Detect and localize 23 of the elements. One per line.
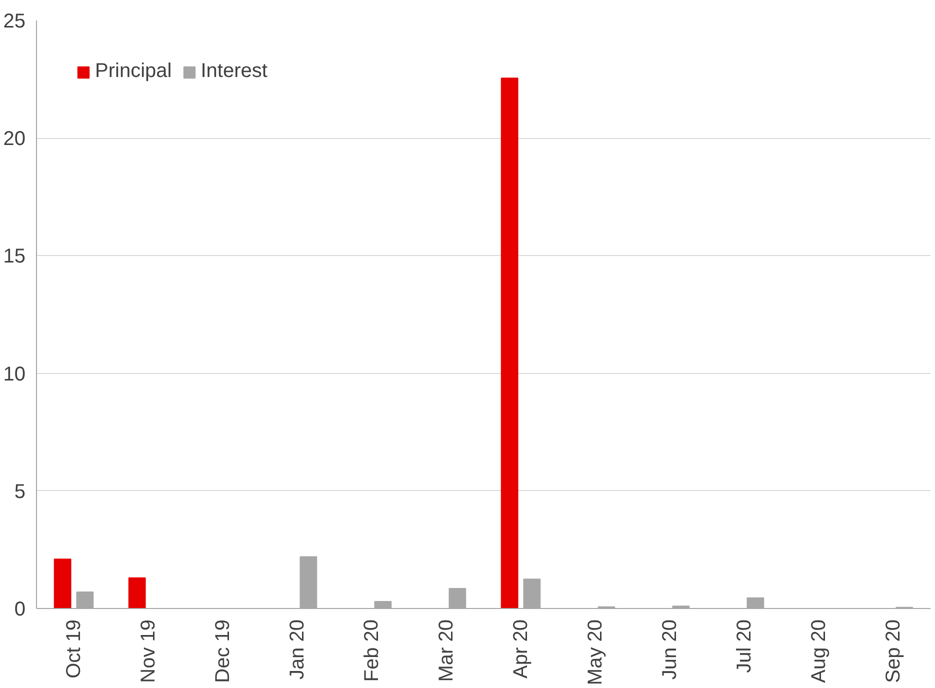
y-tick-label: 5 (14, 480, 26, 503)
y-tick-label: 0 (14, 598, 26, 620)
x-tick-label: Aug 20 (808, 620, 830, 683)
x-tick-label: Jan 20 (286, 619, 308, 680)
x-tick-label: Nov 19 (137, 619, 160, 683)
x-tick-label: Mar 20 (435, 619, 458, 682)
x-tick-label: Dec 19 (212, 619, 234, 683)
y-tick-label: 20 (3, 128, 26, 150)
x-tick-label: Oct 19 (62, 619, 85, 678)
legend-label: Interest (200, 60, 268, 83)
x-tick-label: Sep 20 (882, 620, 904, 683)
y-tick-label: 10 (3, 363, 26, 386)
x-tick-label: Jun 20 (658, 619, 681, 680)
x-tick-label: Feb 20 (360, 620, 383, 682)
y-tick-label: 15 (3, 246, 26, 268)
x-tick-label: Apr 20 (510, 619, 532, 678)
bar (500, 78, 518, 608)
bar (54, 558, 72, 608)
x-tick-label: Jul 20 (733, 619, 756, 673)
bar (128, 577, 146, 608)
y-tick-label: 25 (3, 10, 26, 32)
legend-label: Principal (95, 60, 172, 83)
x-tick-label: May 20 (584, 619, 606, 686)
